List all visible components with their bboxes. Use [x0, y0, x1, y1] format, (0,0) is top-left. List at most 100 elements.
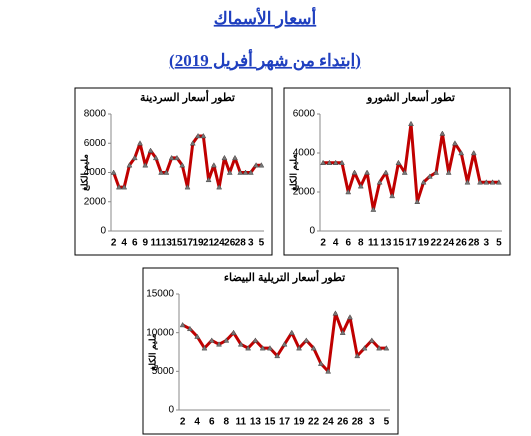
data-point — [110, 169, 117, 175]
x-tick-label: 4 — [121, 238, 127, 249]
x-tick-label: 8 — [224, 417, 230, 428]
data-point — [174, 154, 180, 161]
data-point — [253, 162, 260, 168]
y-tick-label: 4000 — [293, 148, 316, 159]
data-point — [354, 352, 361, 359]
data-point — [126, 162, 133, 168]
data-point — [200, 132, 207, 139]
data-point — [426, 173, 433, 179]
data-point — [186, 325, 193, 332]
x-tick-label: 2 — [320, 238, 326, 249]
data-point — [364, 169, 370, 175]
x-tick-label: 22 — [431, 238, 443, 249]
x-tick-label: 17 — [405, 238, 417, 249]
data-point — [339, 159, 345, 165]
y-tick-label: 5000 — [152, 366, 175, 377]
data-point — [332, 159, 339, 165]
data-point — [210, 162, 217, 168]
x-tick-label: 13 — [161, 238, 173, 249]
x-tick-label: 24 — [214, 238, 226, 249]
x-tick-label: 17 — [182, 238, 194, 249]
chart-title: تطور أسعار السردينة — [140, 90, 235, 104]
data-point — [147, 147, 154, 153]
data-point — [163, 169, 170, 175]
data-point — [152, 154, 159, 161]
data-point — [258, 162, 265, 168]
x-tick-label: 3 — [484, 238, 490, 249]
x-tick-label: 17 — [279, 417, 291, 428]
x-tick-label: 4 — [194, 417, 200, 428]
data-point — [351, 169, 358, 175]
x-tick-label: 19 — [192, 238, 204, 249]
data-point — [433, 169, 440, 175]
data-point — [477, 179, 483, 185]
data-point — [216, 184, 223, 190]
y-tick-label: 10000 — [146, 327, 174, 338]
y-axis-label: مليم الكلغ — [79, 154, 90, 191]
data-point — [121, 184, 128, 190]
x-tick-label: 15 — [393, 238, 405, 249]
x-tick-label: 11 — [368, 238, 379, 249]
data-point — [216, 341, 222, 347]
data-point — [189, 140, 196, 146]
data-point — [184, 184, 191, 190]
data-point — [237, 341, 244, 347]
data-point — [230, 329, 237, 335]
data-point — [205, 176, 212, 183]
x-tick-label: 9 — [143, 238, 149, 249]
data-point — [395, 159, 402, 165]
data-point — [361, 345, 368, 351]
data-point — [259, 345, 266, 351]
data-point — [414, 198, 421, 204]
data-point — [383, 345, 390, 351]
data-point — [408, 120, 414, 126]
data-point — [168, 154, 175, 161]
y-tick-label: 2000 — [84, 196, 107, 207]
data-point — [223, 337, 230, 343]
y-tick-label: 0 — [168, 405, 174, 416]
data-point — [115, 184, 122, 190]
data-point — [489, 179, 496, 185]
y-tick-label: 0 — [309, 226, 315, 237]
data-point — [317, 360, 324, 366]
chart-frame — [142, 267, 399, 435]
y-axis-label: مليم الكلغ — [147, 333, 158, 370]
data-point — [470, 149, 477, 156]
y-tick-label: 0 — [100, 226, 106, 237]
y-tick-label: 8000 — [84, 109, 107, 120]
data-point — [376, 345, 383, 351]
x-tick-label: 6 — [209, 417, 215, 428]
x-tick-label: 19 — [418, 238, 430, 249]
data-point — [420, 179, 427, 185]
data-point — [326, 159, 333, 165]
chart-title: تطور أسعار التريلية البيضاء — [224, 270, 345, 284]
data-point — [179, 321, 186, 328]
data-point — [245, 345, 252, 351]
data-point — [281, 341, 288, 347]
y-tick-label: 2000 — [293, 187, 316, 198]
x-tick-label: 5 — [496, 238, 502, 249]
x-tick-label: 13 — [250, 417, 262, 428]
data-point — [232, 154, 238, 161]
data-point — [310, 345, 317, 351]
x-tick-label: 22 — [308, 417, 320, 428]
chart-title: تطور أسعار الشورو — [366, 90, 455, 104]
x-tick-label: 28 — [235, 238, 247, 249]
page-title: أسعار الأسماك — [214, 6, 317, 29]
data-point — [179, 162, 186, 168]
data-point — [464, 179, 471, 185]
x-tick-label: 26 — [456, 238, 468, 249]
x-tick-label: 11 — [151, 238, 162, 249]
data-point — [452, 140, 458, 146]
data-point — [376, 179, 383, 185]
data-point — [137, 140, 143, 146]
data-point — [195, 132, 201, 139]
x-tick-label: 4 — [333, 238, 339, 249]
data-point — [458, 149, 465, 156]
page-subtitle: (ابتداء من شهر أفريل 2019) — [169, 48, 361, 71]
x-tick-label: 6 — [132, 238, 138, 249]
data-point — [131, 154, 138, 161]
x-tick-label: 2 — [180, 417, 186, 428]
x-tick-label: 6 — [345, 238, 351, 249]
data-point — [439, 130, 446, 136]
